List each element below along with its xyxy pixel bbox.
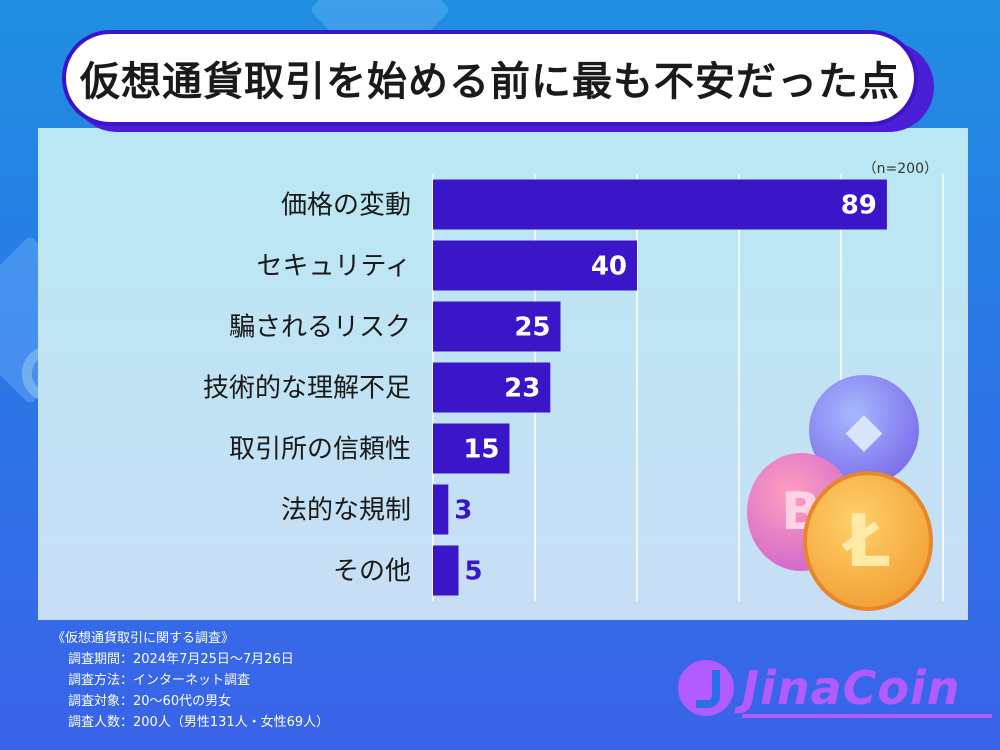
sample-size-note: （n=200）	[862, 161, 938, 177]
category-label: 取引所の信頼性	[229, 435, 411, 465]
data-label: 40	[591, 252, 627, 282]
litecoin-coin-icon: Ł	[803, 471, 933, 611]
data-label: 3	[454, 496, 472, 526]
category-label: 技術的な理解不足	[203, 374, 411, 404]
data-label: 5	[465, 557, 483, 587]
category-label: 騙されるリスク	[229, 313, 411, 343]
data-label: 25	[514, 313, 550, 343]
data-label: 89	[841, 191, 877, 221]
footnote-line: 調査方法：インターネット調査	[68, 673, 251, 688]
jinacoin-logo: JinaCoin	[678, 656, 992, 720]
bar	[433, 423, 510, 474]
chart-title: 仮想通貨取引を始める前に最も不安だった点	[80, 59, 900, 105]
footnote-line: 調査対象：20〜60代の男女	[68, 694, 232, 709]
logo-underline	[742, 714, 992, 718]
survey-footnote: 《仮想通貨取引に関する調査》 調査期間：2024年7月25日〜7月26日 調査方…	[52, 628, 329, 733]
logo-text: JinaCoin	[742, 661, 961, 715]
category-label: 法的な規制	[281, 496, 411, 526]
ethereum-coin-icon: ◆	[809, 375, 919, 485]
logo-mark-icon	[678, 660, 734, 716]
footnote-heading: 《仮想通貨取引に関する調査》	[52, 631, 235, 646]
bar	[433, 362, 551, 413]
bar	[433, 240, 637, 291]
bar-chart: 価格の変動 89 セキュリティ 40 騙されるリスク 25 技術的な理解不足 23 取引所の信頼…	[203, 174, 944, 601]
category-label: 価格の変動	[281, 191, 411, 221]
chart-panel: （n=200） 価格の変動 89 セキュリティ 40 騙されるリスク 25 技術的な理解不足…	[38, 128, 968, 620]
category-label: セキュリティ	[257, 252, 411, 282]
bar	[433, 545, 459, 596]
title-box: 仮想通貨取引を始める前に最も不安だった点	[62, 30, 918, 126]
category-label: その他	[333, 557, 411, 587]
footnote-line: 調査人数：200人（男性131人・女性69人）	[68, 715, 330, 730]
footnote-line: 調査期間：2024年7月25日〜7月26日	[68, 652, 294, 667]
bar	[433, 301, 561, 352]
data-label: 15	[463, 435, 499, 465]
bar	[433, 179, 887, 230]
title-banner: 仮想通貨取引を始める前に最も不安だった点	[62, 30, 942, 140]
bar	[433, 484, 449, 535]
coins-illustration: ◆ B Ł	[745, 375, 945, 625]
data-label: 23	[504, 374, 540, 404]
